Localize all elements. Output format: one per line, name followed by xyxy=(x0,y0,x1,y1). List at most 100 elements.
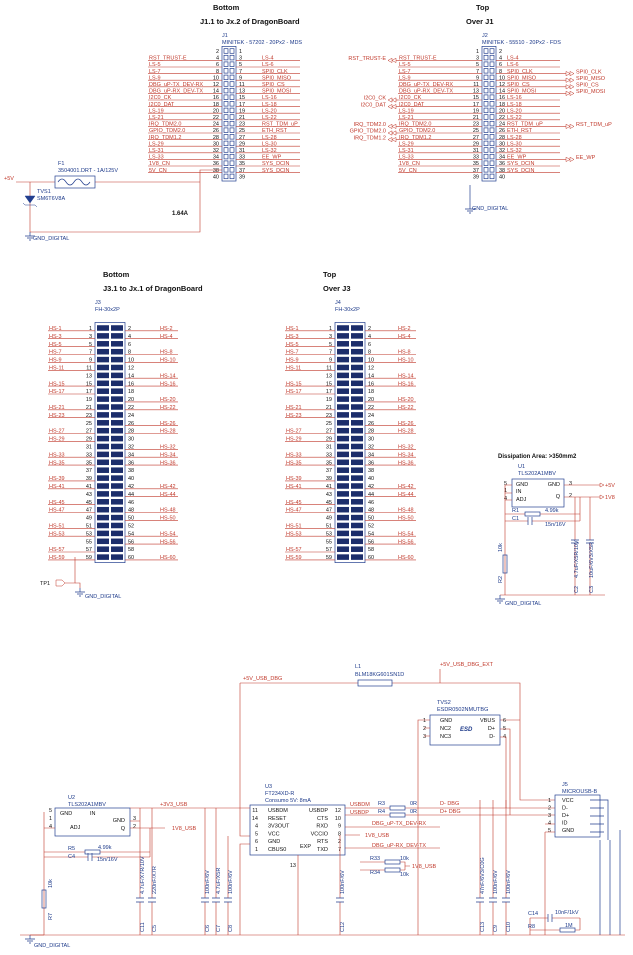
pin-name: GND xyxy=(548,482,560,488)
port-symbol xyxy=(565,70,575,77)
pin-number: 25 xyxy=(473,128,479,134)
pin xyxy=(97,435,109,442)
net-label: HS-56 xyxy=(398,539,414,545)
pin-number: 34 xyxy=(213,155,219,161)
pin-number: 10 xyxy=(213,75,219,81)
port-label: GPIO_TDM2.0 xyxy=(350,129,386,135)
pin xyxy=(111,396,123,402)
net-label: ETH_RST xyxy=(507,128,533,134)
pin-number: 33 xyxy=(239,155,245,161)
pin xyxy=(223,101,229,107)
port-label: EE_WP xyxy=(576,155,596,161)
net-label: 1V8_CN xyxy=(149,161,170,167)
pin xyxy=(111,427,123,434)
pin-number: 27 xyxy=(239,135,245,141)
pin-number: 43 xyxy=(86,492,92,498)
pin xyxy=(97,325,109,331)
pin-number: 11 xyxy=(326,366,332,372)
pin-number: 35 xyxy=(86,460,92,466)
pin-name: GND xyxy=(440,718,452,724)
pin xyxy=(483,120,489,127)
ground-symbol xyxy=(75,588,85,597)
pin-number: 29 xyxy=(239,141,245,147)
part-number: MINITEK - 55510 - 20Px2 - FDS xyxy=(482,40,561,46)
net-label: IRQ_TDM1.2 xyxy=(399,135,431,141)
net-label: SPI0_CS xyxy=(507,82,530,88)
pin-name: Q xyxy=(556,494,561,500)
pin-number: 38 xyxy=(499,168,505,174)
port-label: RST_TDM_uP xyxy=(576,122,612,128)
pin xyxy=(97,506,109,513)
pin-number: 35 xyxy=(473,161,479,167)
pin xyxy=(97,404,109,410)
net-label: HS-60 xyxy=(160,555,176,561)
pin xyxy=(97,546,109,552)
pin-number: 5 xyxy=(476,62,479,68)
pin-number: 40 xyxy=(499,174,505,180)
pin-number: 44 xyxy=(368,492,374,498)
ground-label: GND_DIGITAL xyxy=(34,943,70,949)
pin-number: 25 xyxy=(86,421,92,427)
net-label: USBDM xyxy=(350,802,370,808)
pin xyxy=(229,140,235,147)
net-label: LS-5 xyxy=(149,62,161,68)
pin-number: 16 xyxy=(213,95,219,101)
pin xyxy=(97,475,109,481)
net-label: GPIO_TDM2.0 xyxy=(399,128,435,134)
pin-number: 4 xyxy=(255,824,258,830)
pin xyxy=(337,483,349,489)
port-label: IRQ_TDM2.0 xyxy=(354,122,386,128)
net-label: LS-4 xyxy=(262,56,274,62)
pin-name: NC2 xyxy=(440,726,451,732)
part-value: 100nF/6V xyxy=(506,870,512,894)
pin xyxy=(229,134,235,140)
ref-designator: U3 xyxy=(265,784,272,790)
capacitor xyxy=(586,539,594,544)
ref-designator: TVS2 xyxy=(437,700,451,706)
pin-number: 7 xyxy=(476,69,479,75)
net-label: SYS_DCIN xyxy=(507,168,535,174)
wire xyxy=(239,683,250,837)
pin-number: 7 xyxy=(338,847,341,853)
pin-number: 53 xyxy=(326,531,332,537)
net-label: HS-15 xyxy=(286,381,302,387)
pin-number: 11 xyxy=(473,82,479,88)
pin xyxy=(337,451,349,458)
pin-number: 6 xyxy=(499,62,502,68)
pin-number: 56 xyxy=(128,539,134,545)
pin xyxy=(351,451,363,458)
port-symbol xyxy=(387,97,397,103)
pin xyxy=(351,420,363,426)
pin-number: 14 xyxy=(128,373,134,379)
pin-number: 1 xyxy=(476,49,479,55)
pin-number: 45 xyxy=(86,500,92,506)
pin-number: 20 xyxy=(213,108,219,114)
section-side: Top xyxy=(323,270,337,279)
pin-name: IN xyxy=(90,811,96,817)
pin-number: 31 xyxy=(239,148,245,154)
pin-number: 53 xyxy=(86,531,92,537)
wire xyxy=(43,807,250,935)
pin-number: 26 xyxy=(128,421,134,427)
pin-number: 2 xyxy=(338,839,341,845)
pin-number: 12 xyxy=(335,808,341,814)
pin xyxy=(223,107,229,114)
pin xyxy=(111,341,123,347)
net-label: HS-10 xyxy=(398,358,414,364)
connector-body xyxy=(221,46,237,182)
net-label: LS-32 xyxy=(507,148,522,154)
pin-name: CTS xyxy=(317,816,328,822)
net-label: HS-48 xyxy=(160,508,176,514)
pin-number: 50 xyxy=(128,516,134,522)
pin-number: 6 xyxy=(128,342,131,348)
net-label: LS-18 xyxy=(507,102,522,108)
port-label: I2C0_DAT xyxy=(361,102,387,108)
ref-designator: R4 xyxy=(378,809,385,815)
net-label: ETH_RST xyxy=(262,128,288,134)
pin xyxy=(483,140,489,147)
pin xyxy=(223,127,229,133)
pin-name: Q xyxy=(121,826,126,832)
wire xyxy=(75,582,81,588)
pin xyxy=(223,120,229,127)
net-label: HS-4 xyxy=(398,334,411,340)
